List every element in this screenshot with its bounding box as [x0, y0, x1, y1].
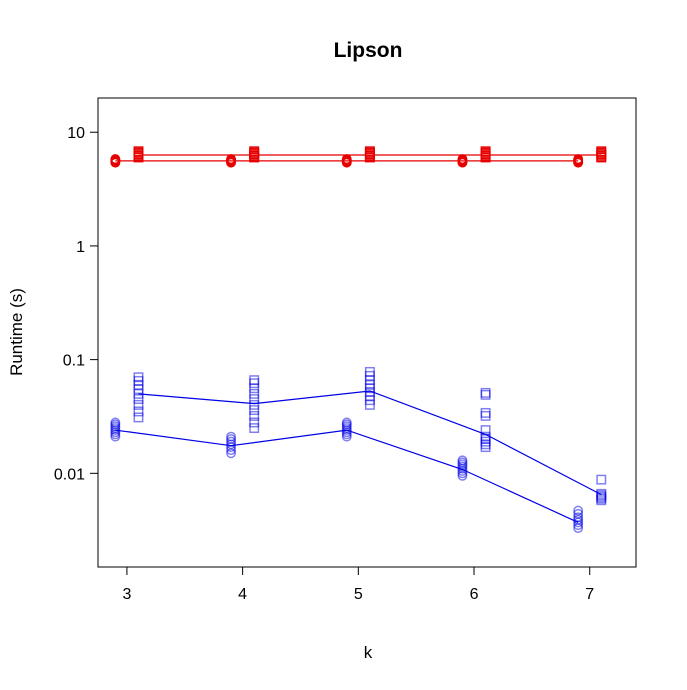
data-point: [480, 431, 491, 442]
data-point: [133, 399, 144, 410]
data-point: [249, 383, 260, 394]
y-tick-label: 0.1: [63, 353, 85, 370]
data-point: [480, 410, 491, 421]
data-point: [249, 410, 260, 421]
data-point: [249, 388, 260, 399]
data-point: [249, 394, 260, 405]
data-point: [457, 455, 468, 466]
chart-title: Lipson: [334, 39, 403, 62]
data-point: [573, 512, 584, 523]
data-point: [341, 417, 352, 428]
data-point: [480, 442, 491, 453]
data-point: [480, 425, 491, 436]
series-0-circle: [110, 154, 584, 168]
y-axis: 10 1 0.1 0.01: [54, 125, 98, 483]
series-layer: [110, 146, 607, 534]
data-point: [249, 146, 260, 157]
data-point: [480, 407, 491, 418]
data-point: [480, 387, 491, 398]
y-axis-label: Runtime (s): [7, 288, 26, 376]
data-point: [249, 399, 260, 410]
data-point: [249, 378, 260, 389]
x-tick-label: 7: [585, 586, 594, 603]
data-point: [249, 417, 260, 428]
y-tick-label: 1: [76, 239, 85, 256]
data-point: [596, 146, 607, 157]
data-point: [249, 423, 260, 434]
series-1-square: [133, 146, 607, 163]
x-axis: 3 4 5 6 7: [122, 567, 594, 603]
series-line: [115, 429, 579, 523]
x-tick-label: 4: [238, 586, 247, 603]
x-tick-label: 5: [354, 586, 363, 603]
x-axis-label: k: [364, 643, 373, 662]
data-point: [133, 394, 144, 405]
data-point: [110, 417, 121, 428]
plot-frame: [97, 97, 637, 568]
data-point: [226, 431, 237, 442]
data-point: [573, 505, 584, 516]
data-point: [364, 366, 375, 377]
series-2-circle: [110, 417, 584, 534]
data-point: [596, 474, 607, 485]
data-point: [596, 488, 607, 499]
data-point: [249, 375, 260, 386]
x-tick-label: 6: [470, 586, 479, 603]
series-3-square: [133, 366, 607, 506]
data-point: [480, 146, 491, 157]
x-tick-label: 3: [122, 586, 131, 603]
data-point: [364, 146, 375, 157]
data-point: [249, 405, 260, 416]
y-tick-label: 0.01: [54, 466, 85, 483]
data-point: [133, 372, 144, 383]
data-point: [226, 439, 237, 450]
y-tick-label: 10: [67, 125, 85, 142]
data-point: [573, 508, 584, 519]
data-point: [110, 154, 121, 165]
data-point: [133, 146, 144, 157]
data-point: [133, 412, 144, 423]
data-point: [133, 406, 144, 417]
